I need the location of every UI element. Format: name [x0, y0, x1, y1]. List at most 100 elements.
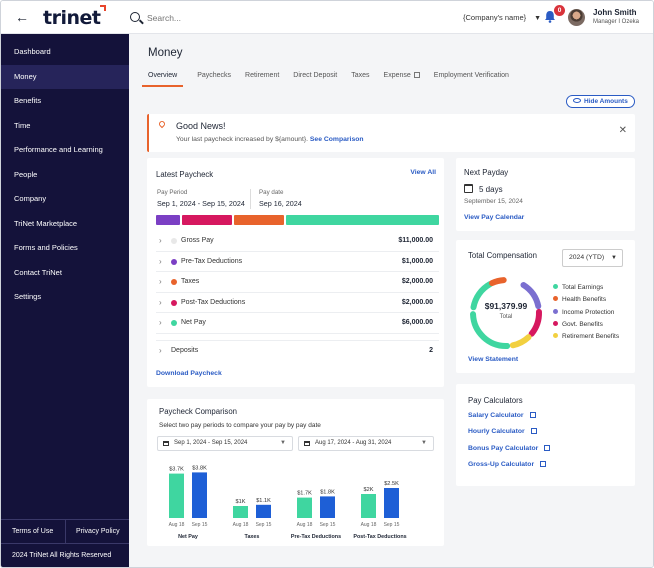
pay-period-label: Pay Period: [157, 189, 188, 196]
comparison-title: Paycheck Comparison: [159, 407, 238, 416]
series-tick-label: Sep 15: [192, 522, 208, 528]
tab-paychecks[interactable]: Paychecks: [197, 69, 231, 87]
legend-label: Total Earnings: [562, 284, 604, 291]
bell-icon[interactable]: [544, 10, 556, 23]
paycheck-row[interactable]: › Net Pay $6,000.00: [156, 313, 439, 334]
see-comparison-link[interactable]: See Comparison: [309, 136, 364, 143]
color-dot: [171, 299, 177, 306]
view-all-link[interactable]: View All: [410, 169, 436, 176]
banner-title: Good News!: [176, 121, 226, 131]
sidebar-item-performance-and-learning[interactable]: Performance and Learning: [14, 145, 103, 154]
series-tick-label: Sep 15: [384, 522, 400, 528]
sidebar-item-dashboard[interactable]: Dashboard: [14, 47, 51, 56]
bar: [297, 497, 312, 518]
sidebar-item-benefits[interactable]: Benefits: [14, 96, 42, 105]
chevron-right-icon: ›: [159, 297, 162, 307]
paycheck-row[interactable]: › Pre-Tax Deductions $1,000.00: [156, 252, 439, 272]
row-amount: $11,000.00: [398, 237, 433, 244]
period-b-picker[interactable]: Aug 17, 2024 - Aug 31, 2024 ▼: [298, 436, 434, 451]
calculator-link[interactable]: Salary Calculator: [468, 412, 536, 419]
row-amount: $1,000.00: [401, 257, 433, 265]
chevron-down-icon: ▼: [534, 15, 542, 22]
main-content: Money Overview Paychecks Retirement Direct …: [129, 34, 653, 567]
privacy-link[interactable]: Privacy Policy: [65, 520, 129, 543]
sidebar-footer: Terms of Use Privacy Policy 2024 TriNet A…: [1, 519, 129, 567]
close-icon[interactable]: ✕: [618, 125, 627, 136]
sidebar-item-money[interactable]: Money: [1, 64, 129, 89]
bar-value-label: $1.7K: [297, 491, 312, 497]
banner-text: Your last paycheck increased by ${amount…: [176, 136, 364, 143]
tab-direct-deposit[interactable]: Direct Deposit: [293, 69, 337, 87]
sidebar-item-trinet-marketplace[interactable]: TriNet Marketplace: [14, 218, 78, 228]
tab-retirement[interactable]: Retirement: [245, 69, 279, 87]
view-statement-link[interactable]: View Statement: [468, 356, 519, 363]
donut-segment: [520, 282, 542, 310]
bar: [384, 488, 399, 518]
tab-label: Expense: [383, 72, 411, 79]
calculator-link[interactable]: Hourly Calculator: [468, 428, 537, 435]
legend-dot: [553, 284, 558, 289]
hide-amounts-button[interactable]: Hide Amounts: [566, 95, 635, 108]
total-comp-title: Total Compensation: [468, 251, 537, 260]
avatar[interactable]: [568, 9, 585, 26]
bar-segment-taxes: [234, 215, 284, 225]
sidebar-item-contact-trinet[interactable]: Contact TriNet: [14, 267, 62, 277]
tab-overview[interactable]: Overview: [142, 69, 184, 87]
external-link-icon: [413, 72, 420, 78]
view-pay-calendar-link[interactable]: View Pay Calendar: [464, 214, 525, 221]
terms-link[interactable]: Terms of Use: [12, 528, 54, 535]
calculator-link[interactable]: Bonus Pay Calculator: [468, 444, 551, 452]
top-bar: ← trinet {Company's name}▼ 0 John Smith …: [1, 1, 653, 34]
sidebar-item-time[interactable]: Time: [14, 120, 31, 130]
period-a-value: Sep 1, 2024 - Sep 15, 2024: [174, 440, 248, 446]
paycheck-row[interactable]: › Gross Pay $11,000.00: [156, 231, 439, 252]
search-input[interactable]: [147, 10, 347, 26]
trinet-logo[interactable]: trinet: [43, 5, 107, 29]
donut-segment: [489, 277, 507, 287]
paycheck-row[interactable]: › Post-Tax Deductions $2,000.00: [156, 293, 439, 313]
paycheck-breakdown-bar: [156, 215, 439, 225]
donut-segment: [528, 308, 542, 337]
sidebar-item-forms-and-policies[interactable]: Forms and Policies: [14, 243, 78, 252]
tab-bar: Overview Paychecks Retirement Direct Deposi…: [142, 69, 523, 87]
tab-label: Paychecks: [197, 72, 232, 79]
download-paycheck-link[interactable]: Download Paycheck: [156, 370, 222, 377]
payday-date: September 15, 2024: [464, 198, 523, 205]
row-name: Gross Pay: [181, 237, 214, 244]
bar: [192, 472, 207, 518]
bar: [233, 506, 248, 518]
row-name: Pre-Tax Deductions: [181, 257, 243, 265]
series-tick-label: Sep 15: [256, 522, 272, 528]
company-selector[interactable]: {Company's name} ▼: [463, 13, 541, 22]
tab-expense[interactable]: Expense: [384, 69, 420, 87]
legend-item: Income Protection: [553, 307, 619, 319]
paycheck-row[interactable]: › Deposits 2: [156, 339, 439, 361]
legend-label: Health Benefits: [562, 296, 607, 304]
calculator-link[interactable]: Gross-Up Calculator: [468, 460, 547, 468]
sidebar-item-people[interactable]: People: [14, 169, 38, 179]
tab-label: Taxes: [351, 72, 370, 79]
calculator-label: Hourly Calculator: [468, 428, 525, 436]
calculator-label: Bonus Pay Calculator: [468, 444, 539, 452]
divider: [250, 189, 251, 209]
tab-taxes[interactable]: Taxes: [351, 69, 369, 87]
period-a-picker[interactable]: Sep 1, 2024 - Sep 15, 2024 ▼: [157, 436, 293, 451]
comparison-bar-chart: $3.7K Aug 18 $3.8K Sep 15 Net Pay $1K Aug 18 $1…: [169, 465, 407, 540]
sidebar-item-company[interactable]: Company: [14, 194, 47, 203]
paycheck-row[interactable]: › Taxes $2,000.00: [156, 272, 439, 293]
chevron-right-icon: ›: [159, 345, 162, 355]
arrow-left-icon[interactable]: ←: [15, 9, 29, 25]
period-select[interactable]: 2024 (YTD) ▼: [562, 249, 623, 267]
pay-date-label: Pay date: [259, 189, 284, 196]
bar: [320, 496, 335, 518]
good-news-banner: Good News! Your last paycheck increased …: [147, 114, 635, 152]
sidebar-item-settings[interactable]: Settings: [14, 292, 42, 301]
row-amount: $2,000.00: [401, 278, 433, 285]
bar-value-label: $1K: [236, 499, 246, 505]
external-link-icon: [529, 412, 536, 418]
pay-calculators-title: Pay Calculators: [468, 396, 523, 405]
bar: [169, 473, 184, 518]
bar-segment-posttax: [182, 215, 232, 225]
tab-employment-verification[interactable]: Employment Verification: [434, 69, 509, 87]
eye-off-icon: [573, 98, 581, 103]
